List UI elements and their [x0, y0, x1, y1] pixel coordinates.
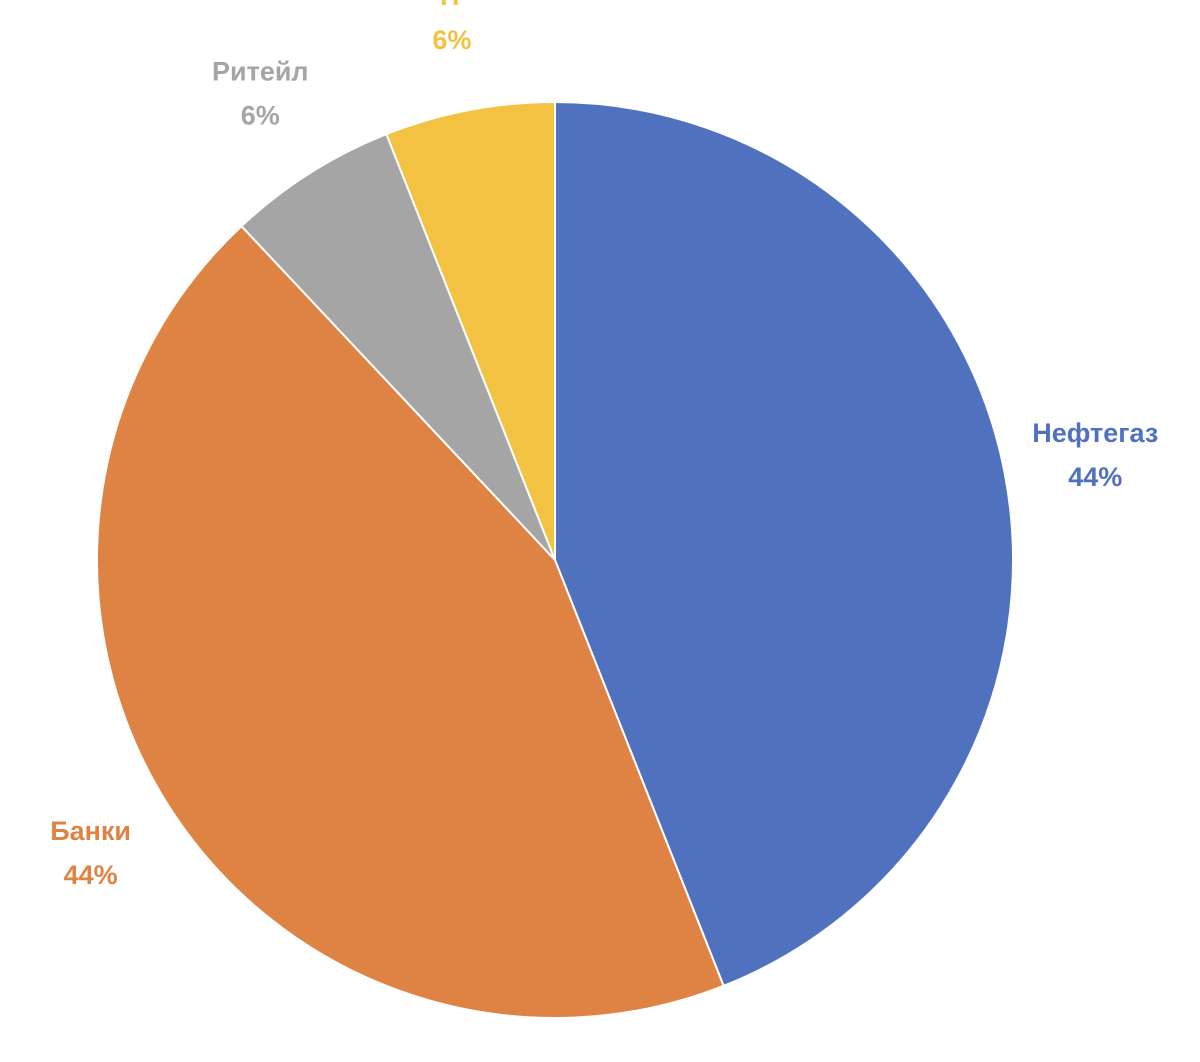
slice-value-label: 6% [432, 25, 471, 55]
slice-label: IT [440, 0, 465, 11]
slice-label: Ритейл [212, 57, 309, 87]
slice-label: Нефтегаз [1032, 418, 1158, 448]
slice-label: Банки [50, 816, 131, 846]
slice-value-label: 44% [1068, 462, 1122, 492]
pie-slice [385, 100, 556, 561]
pie-slice [95, 224, 725, 1019]
pie-slice [240, 132, 556, 561]
slice-value-label: 6% [241, 101, 280, 131]
slice-value-label: 44% [64, 860, 118, 890]
pie-slice [554, 100, 1014, 988]
